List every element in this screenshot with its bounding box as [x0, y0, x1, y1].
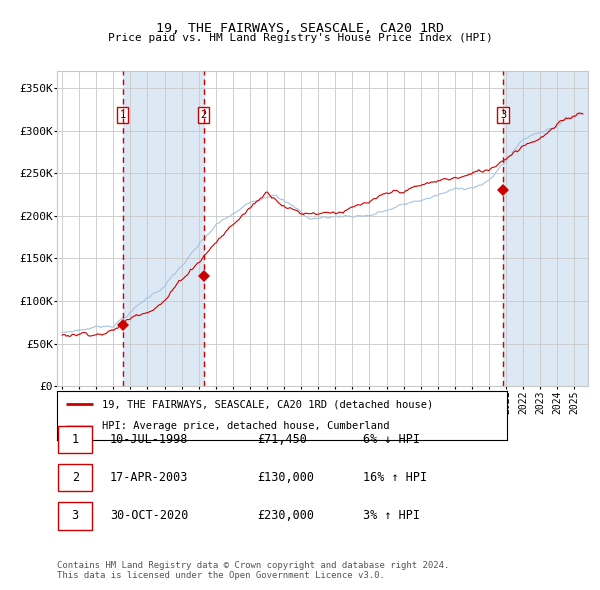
FancyBboxPatch shape: [58, 425, 92, 453]
Text: £230,000: £230,000: [257, 509, 314, 523]
Text: 19, THE FAIRWAYS, SEASCALE, CA20 1RD: 19, THE FAIRWAYS, SEASCALE, CA20 1RD: [156, 22, 444, 35]
Text: 19, THE FAIRWAYS, SEASCALE, CA20 1RD (detached house): 19, THE FAIRWAYS, SEASCALE, CA20 1RD (de…: [102, 399, 433, 409]
Bar: [503, 71, 600, 386]
Text: 10-JUL-1998: 10-JUL-1998: [110, 432, 188, 446]
Text: 1: 1: [71, 432, 79, 446]
Text: 30-OCT-2020: 30-OCT-2020: [110, 509, 188, 523]
FancyBboxPatch shape: [58, 464, 92, 491]
Text: 3% ↑ HPI: 3% ↑ HPI: [363, 509, 420, 523]
Text: £71,450: £71,450: [257, 432, 308, 446]
Text: 16% ↑ HPI: 16% ↑ HPI: [363, 471, 427, 484]
Text: 2: 2: [200, 110, 207, 120]
Text: 2: 2: [71, 471, 79, 484]
Text: 1: 1: [119, 110, 125, 120]
Text: 17-APR-2003: 17-APR-2003: [110, 471, 188, 484]
Text: £130,000: £130,000: [257, 471, 314, 484]
Text: Contains HM Land Registry data © Crown copyright and database right 2024.
This d: Contains HM Land Registry data © Crown c…: [57, 560, 449, 580]
Text: HPI: Average price, detached house, Cumberland: HPI: Average price, detached house, Cumb…: [102, 421, 389, 431]
Bar: [122, 71, 203, 386]
FancyBboxPatch shape: [58, 502, 92, 530]
Text: 3: 3: [71, 509, 79, 523]
Text: 3: 3: [500, 110, 506, 120]
Text: 6% ↓ HPI: 6% ↓ HPI: [363, 432, 420, 446]
Text: Price paid vs. HM Land Registry's House Price Index (HPI): Price paid vs. HM Land Registry's House …: [107, 33, 493, 43]
